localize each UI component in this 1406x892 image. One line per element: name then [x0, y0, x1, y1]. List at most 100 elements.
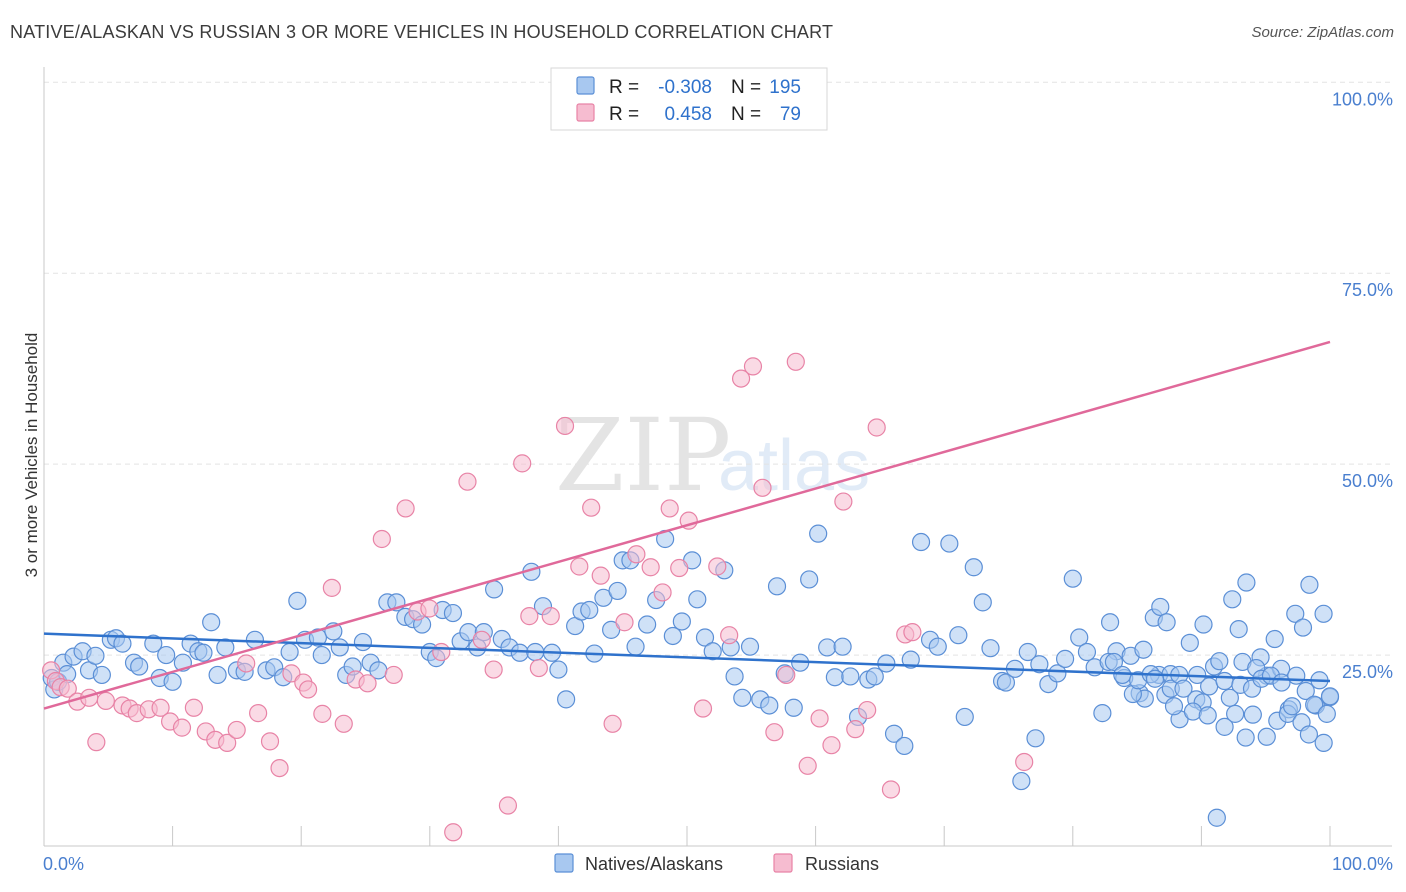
- russians-point: [172, 718, 192, 737]
- natives-point: [308, 628, 328, 647]
- natives-point: [825, 668, 844, 687]
- natives-point: [833, 637, 852, 656]
- natives-point: [884, 724, 904, 743]
- russians-point: [218, 733, 237, 752]
- natives-point: [1198, 706, 1217, 725]
- stats-n-value-blue: 195: [769, 77, 801, 98]
- russians-point: [444, 823, 463, 842]
- russians-point: [693, 699, 713, 718]
- russians-point: [372, 529, 391, 549]
- russians-point: [846, 720, 865, 739]
- natives-point: [1317, 704, 1336, 723]
- y-tick-label-25: 25.0%: [1342, 662, 1393, 682]
- russians-point: [903, 623, 922, 642]
- source-credit: Source: ZipAtlas.com: [1251, 24, 1394, 41]
- natives-point: [1164, 697, 1184, 716]
- stats-n-value-pink: 79: [780, 104, 801, 125]
- russians-point: [570, 557, 589, 576]
- natives-point: [1215, 671, 1234, 691]
- natives-point: [288, 591, 307, 610]
- russians-point: [777, 665, 796, 685]
- stats-n-label-pink: N =: [731, 104, 761, 125]
- natives-point: [928, 637, 947, 656]
- natives-point: [1296, 681, 1315, 701]
- russians-point: [731, 369, 751, 388]
- natives-point: [1293, 618, 1313, 637]
- natives-point: [557, 690, 576, 709]
- natives-point: [1194, 615, 1213, 634]
- russians-point: [753, 478, 772, 497]
- russians-point: [298, 680, 318, 699]
- natives-point: [353, 632, 373, 652]
- russians-point: [743, 357, 763, 376]
- russians-point: [96, 691, 115, 710]
- natives-point: [703, 642, 722, 661]
- natives-point: [973, 593, 992, 612]
- russians-point: [184, 698, 203, 717]
- stats-legend: R = -0.308 N = 195 R = 0.458 N = 79: [550, 67, 828, 131]
- natives-point: [740, 637, 760, 656]
- watermark-zip: ZIP: [555, 397, 731, 514]
- natives-point: [895, 736, 914, 756]
- natives-point: [688, 590, 707, 609]
- natives-point: [911, 532, 931, 552]
- natives-point: [163, 672, 182, 691]
- russians-point: [834, 492, 853, 511]
- natives-point: [981, 639, 1000, 658]
- natives-point: [964, 558, 983, 577]
- y-axis-title: 3 or more Vehicles in Household: [22, 333, 41, 578]
- russians-point: [1015, 752, 1034, 772]
- natives-point: [549, 660, 568, 679]
- natives-point: [760, 696, 779, 715]
- russians-point: [458, 472, 477, 491]
- stats-r-value-blue: -0.308: [658, 77, 712, 98]
- russians-point: [822, 736, 841, 755]
- natives-point: [841, 667, 860, 686]
- russians-points: [42, 352, 1034, 842]
- natives-point: [1030, 655, 1049, 674]
- russians-point: [249, 704, 268, 723]
- natives-point: [1226, 704, 1245, 723]
- russians-trend-line: [43, 340, 1331, 710]
- russians-point: [529, 658, 548, 678]
- natives-point: [1012, 771, 1031, 791]
- series-legend: Natives/Alaskans Russians: [554, 853, 879, 874]
- legend-label-russians: Russians: [805, 854, 879, 874]
- natives-point: [1048, 664, 1067, 683]
- natives-point: [312, 645, 331, 665]
- stats-n-label-blue: N =: [731, 77, 761, 98]
- y-tick-label-100: 100.0%: [1332, 89, 1393, 109]
- natives-point: [940, 534, 959, 553]
- natives-point: [695, 628, 715, 647]
- russians-point: [627, 545, 646, 564]
- natives-point: [725, 667, 744, 686]
- trend-lines: [43, 340, 1331, 710]
- legend-swatch-russians: [773, 853, 793, 873]
- russians-point: [708, 557, 727, 576]
- russians-point: [498, 796, 518, 815]
- natives-point: [157, 645, 176, 665]
- natives-point: [1215, 717, 1234, 736]
- russians-point: [472, 630, 491, 649]
- natives-point: [92, 665, 111, 685]
- russians-point: [858, 700, 877, 720]
- natives-point: [1157, 613, 1176, 632]
- natives-point: [1063, 569, 1082, 588]
- natives-point: [510, 643, 529, 662]
- stats-r-label-pink: R =: [609, 104, 639, 125]
- natives-point: [86, 646, 105, 665]
- natives-point: [1223, 590, 1242, 609]
- natives-point: [1314, 604, 1333, 623]
- natives-point: [194, 643, 213, 662]
- russians-point: [58, 679, 77, 698]
- russians-point: [87, 733, 106, 752]
- natives-point: [1299, 725, 1319, 744]
- natives-point: [1257, 727, 1276, 746]
- russians-point: [641, 558, 660, 577]
- y-tick-labels: 25.0% 50.0% 75.0% 100.0%: [1332, 89, 1393, 682]
- legend-swatch-natives: [554, 853, 574, 873]
- natives-point: [1287, 666, 1306, 685]
- natives-point: [784, 698, 803, 717]
- russians-point: [555, 416, 575, 436]
- russians-point: [227, 720, 246, 740]
